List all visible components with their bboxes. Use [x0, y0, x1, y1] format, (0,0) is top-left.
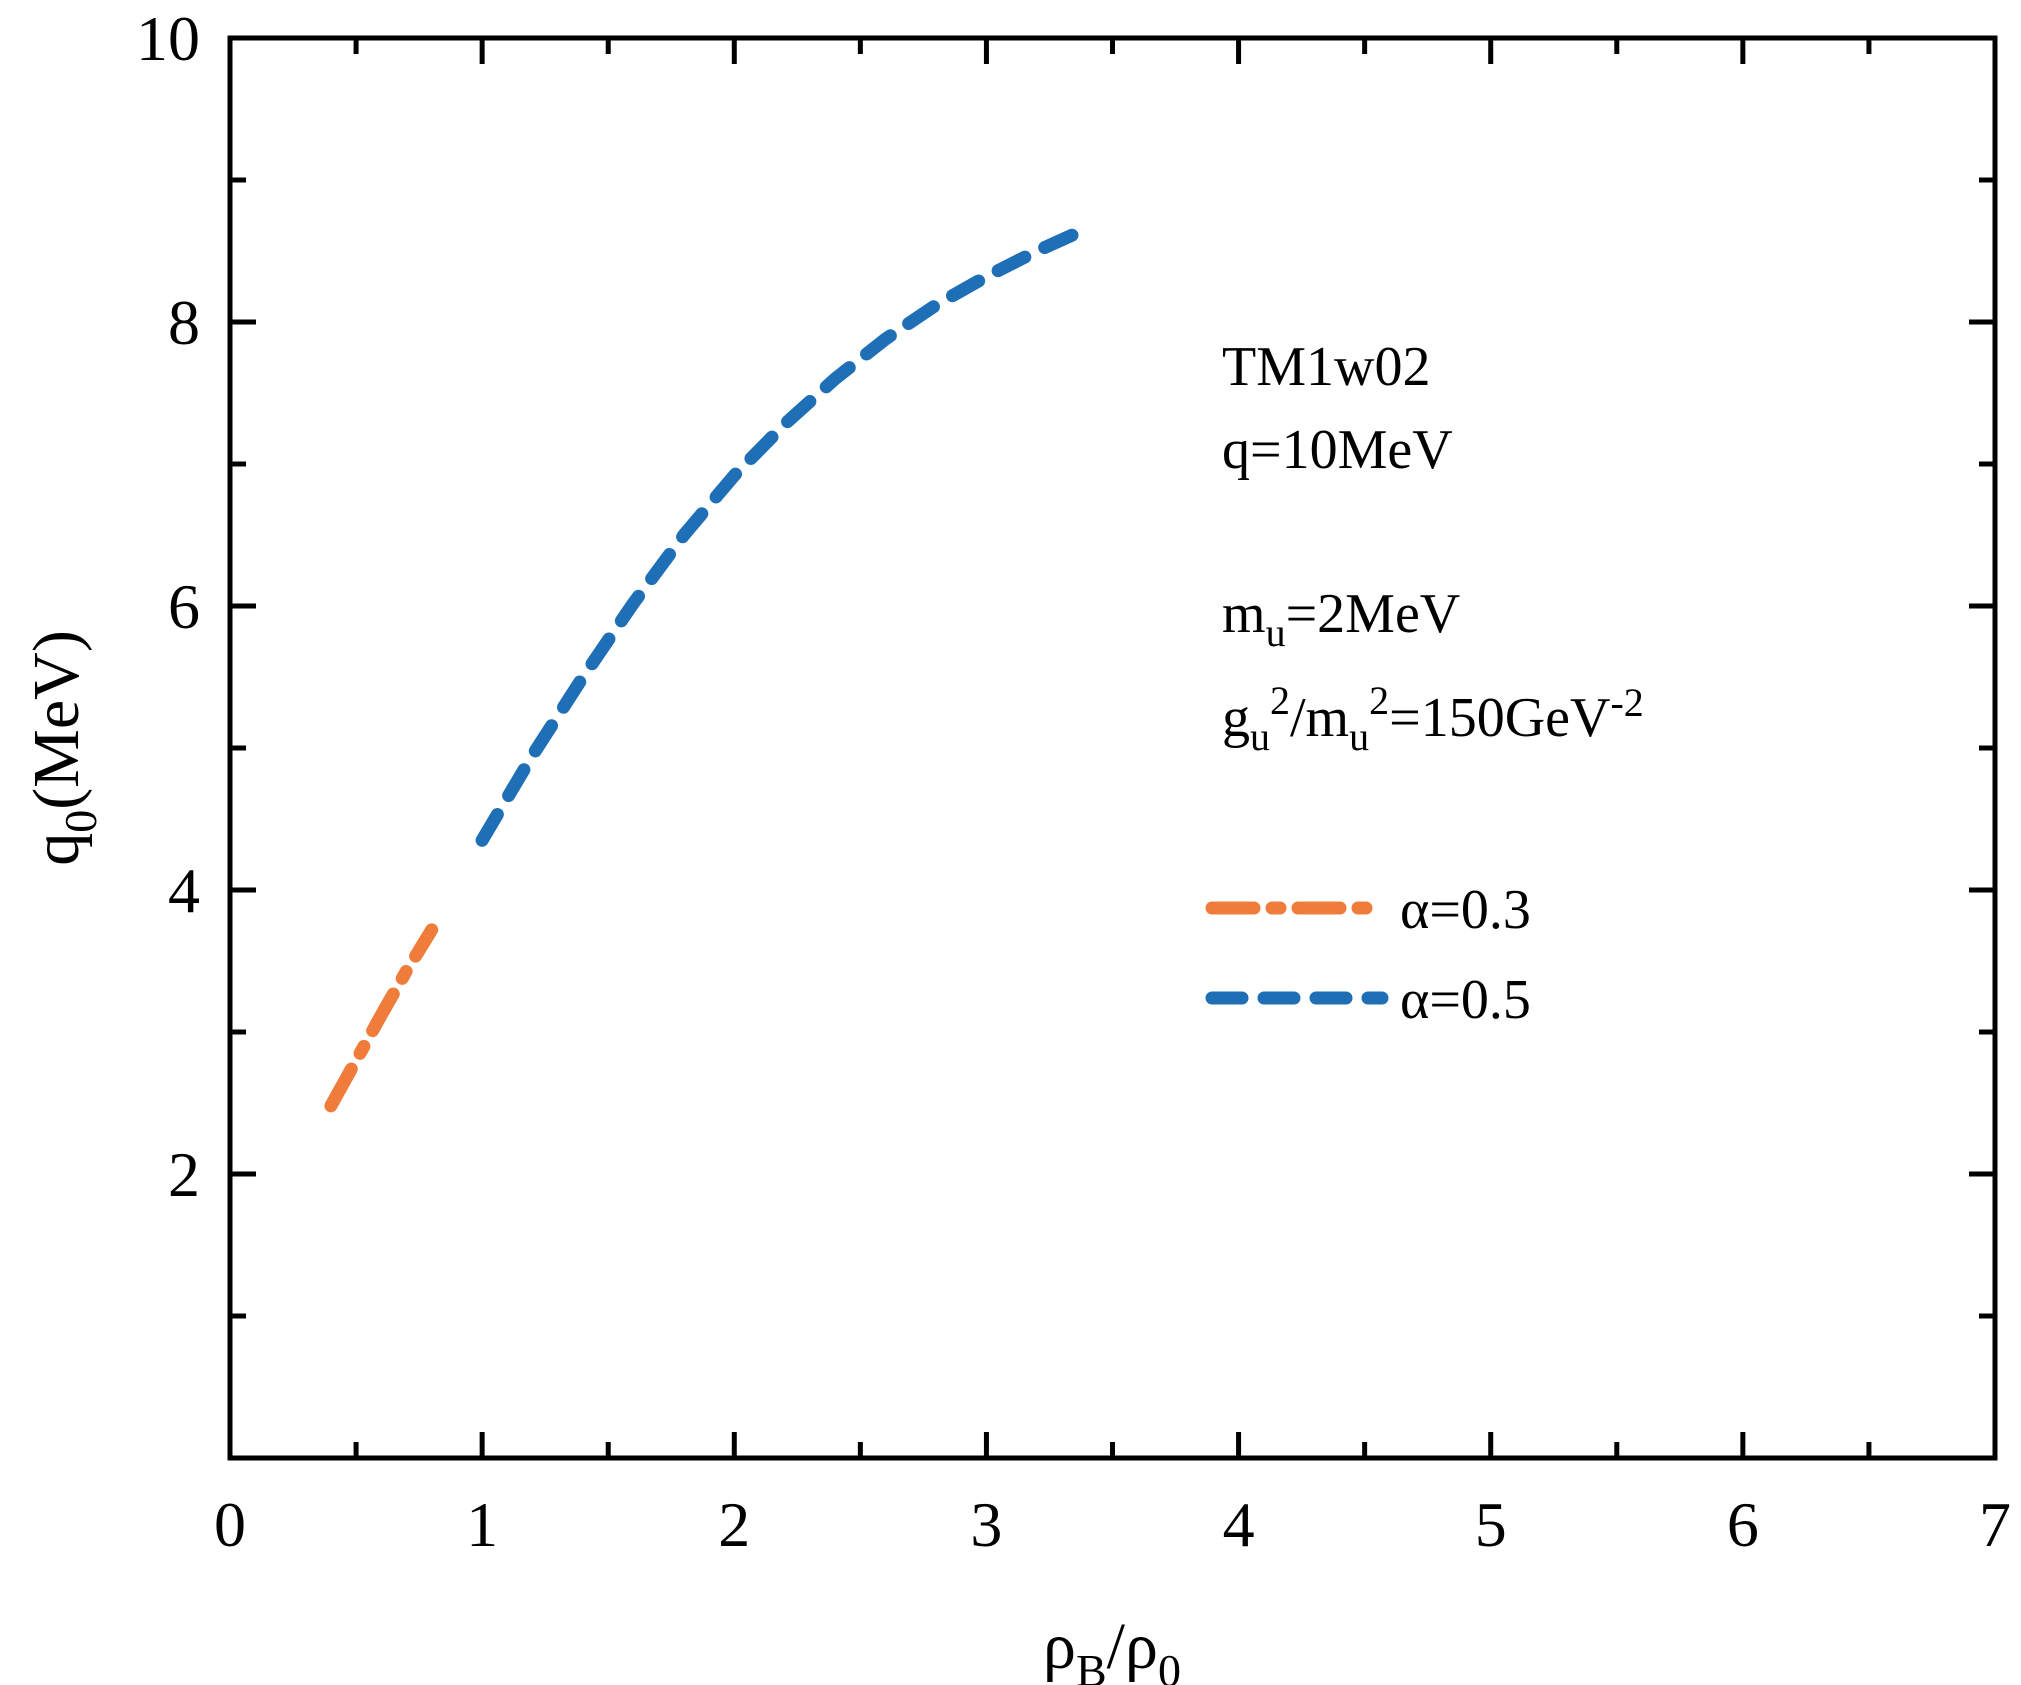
x-tick-label: 2	[718, 1489, 750, 1560]
legend: α=0.3 α=0.5	[1205, 879, 1531, 1031]
annotation-coupling: gu2/mu2=150GeV-2	[1222, 678, 1644, 759]
y-tick-label: 2	[168, 1139, 200, 1210]
x-tick-label: 0	[214, 1489, 246, 1560]
plot-frame	[227, 35, 1998, 1461]
legend-label-alpha-0-3: α=0.3	[1400, 879, 1531, 941]
y-tick-label: 10	[136, 3, 200, 74]
x-tick-label: 1	[466, 1489, 498, 1560]
annotation-q: q=10MeV	[1222, 419, 1453, 481]
y-axis-title: q0(MeV)	[20, 630, 106, 866]
series-line-1	[475, 227, 1082, 847]
y-tick-label: 6	[168, 571, 200, 642]
y-tick-label: 4	[168, 855, 200, 926]
x-axis-title: ρB/ρ0	[1043, 1610, 1181, 1685]
annotation-model: TM1w02	[1222, 336, 1430, 398]
tick-labels: 0 1 2 3 4 5 6 7 2 4 6 8 10	[136, 3, 2011, 1560]
x-tick-label: 7	[1979, 1489, 2011, 1560]
x-tick-label: 6	[1727, 1489, 1759, 1560]
series-layer	[324, 227, 1082, 1113]
annotation-mu: mu=2MeV	[1222, 583, 1460, 655]
x-tick-label: 3	[970, 1489, 1002, 1560]
ticks	[230, 38, 1995, 1458]
legend-entry-alpha-0-3: α=0.3	[1205, 879, 1531, 941]
legend-entry-alpha-0-5: α=0.5	[1205, 969, 1531, 1031]
y-tick-label: 8	[168, 287, 200, 358]
x-tick-label: 4	[1223, 1489, 1255, 1560]
x-tick-label: 5	[1475, 1489, 1507, 1560]
legend-label-alpha-0-5: α=0.5	[1400, 969, 1531, 1031]
series-line-0	[324, 923, 439, 1113]
